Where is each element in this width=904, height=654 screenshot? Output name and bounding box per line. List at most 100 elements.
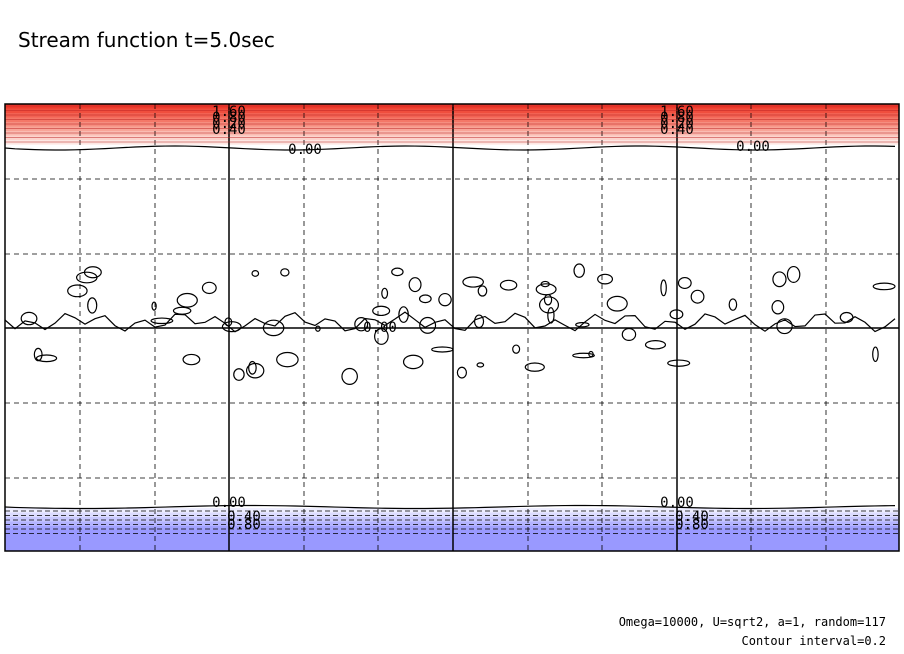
eddy-contour <box>182 353 201 366</box>
contour-label: 0.80 <box>227 517 261 533</box>
eddy-contour <box>538 296 560 314</box>
contour-label: 0.40 <box>212 122 246 138</box>
band <box>5 508 899 513</box>
band <box>5 530 899 551</box>
eddy-contour <box>151 301 157 311</box>
eddy-contour <box>418 294 432 304</box>
eddy-contour <box>677 276 692 290</box>
eddy-contour <box>772 271 787 288</box>
band <box>5 521 899 527</box>
eddy-contour <box>431 346 454 353</box>
eddy-contour <box>33 347 43 362</box>
eddy-contour <box>476 362 485 368</box>
eddy-contour <box>262 319 285 337</box>
contour-label: 1.60 <box>212 104 246 120</box>
eddy-contour <box>248 360 257 375</box>
eddy-contour <box>67 284 88 298</box>
plot-frame <box>4 103 900 552</box>
eddy-contour <box>315 325 321 332</box>
eddy-contour <box>644 339 667 350</box>
eddy-contour <box>408 277 422 293</box>
eddy-contour <box>512 344 521 354</box>
contour-label: 0.00 <box>660 495 694 511</box>
eddy-contour <box>419 316 437 334</box>
contour-label: 0.40 <box>227 509 261 525</box>
eddy-contour <box>354 317 369 332</box>
contour-label: 0.00 <box>288 142 322 158</box>
contour-line <box>4 145 896 151</box>
eddy-contour <box>402 354 424 370</box>
eddy-contour <box>473 314 485 329</box>
eddy-contour <box>233 368 245 381</box>
eddy-contour <box>597 273 614 285</box>
eddy-contour <box>462 276 484 288</box>
plot-title: Stream function t=5.0sec <box>18 28 275 52</box>
eddy-contour <box>20 311 38 326</box>
eddy-contour <box>176 292 198 308</box>
eddy-contour <box>543 293 553 306</box>
eddy-contour <box>477 285 488 297</box>
eddy-contour <box>150 317 174 325</box>
contour-label: 0.00 <box>212 495 246 511</box>
contour-label: 0.80 <box>212 110 246 126</box>
eddy-contour <box>374 327 389 345</box>
eddy-contour <box>280 268 290 277</box>
contour-line <box>4 504 896 510</box>
contour-label: 0.20 <box>660 116 694 132</box>
band <box>5 122 899 127</box>
eddy-contour <box>251 270 260 277</box>
eddy-contour <box>372 305 391 317</box>
contour-label: 0.80 <box>675 517 709 533</box>
contour-label: 0.00 <box>363 320 397 336</box>
eddy-contour <box>839 311 854 323</box>
eddy-contour <box>786 265 801 283</box>
contour-label: 0.40 <box>675 509 709 525</box>
band <box>5 526 899 531</box>
eddy-contour <box>87 297 98 314</box>
eddy-contour <box>398 306 409 323</box>
eddy-contour <box>547 307 555 324</box>
eddy-contour <box>35 354 58 363</box>
eddy-contour <box>667 359 691 367</box>
eddy-contour <box>535 283 557 296</box>
contour-line <box>4 311 896 333</box>
contour-label: 0.20 <box>212 116 246 132</box>
eddy-contour <box>669 309 684 320</box>
eddy-contour <box>245 362 265 379</box>
contours <box>4 105 899 534</box>
band <box>5 512 899 518</box>
eddy-contour <box>728 298 738 311</box>
eddy-contour <box>771 300 785 315</box>
eddy-contour <box>573 263 585 278</box>
eddy-contour <box>276 351 299 368</box>
eddy-contour <box>341 367 358 385</box>
grid <box>5 104 899 551</box>
band <box>5 113 899 118</box>
contour-label: 0.00 <box>736 139 770 155</box>
eddy-contour <box>524 362 545 372</box>
band <box>5 117 899 123</box>
eddy-contour <box>201 281 217 295</box>
eddy-contour <box>776 318 793 335</box>
eddy-contour <box>391 267 404 277</box>
eddy-contour <box>575 321 590 328</box>
eddy-contour <box>172 306 192 315</box>
band <box>5 104 899 109</box>
eddy-contour <box>572 352 595 359</box>
contour-label: 0.40 <box>660 122 694 138</box>
eddy-contour <box>621 327 637 342</box>
contour-label: 1.60 <box>660 104 694 120</box>
eddy-contour <box>438 292 452 307</box>
eddy-contour <box>224 317 233 327</box>
eddy-contour <box>381 287 389 299</box>
footnote: Contour interval=0.2 <box>742 634 887 648</box>
eddy-contour <box>690 289 705 304</box>
eddy-contour <box>606 295 628 312</box>
eddy-contour <box>456 366 468 379</box>
eddy-contour <box>499 279 518 291</box>
eddy-contour <box>872 282 896 291</box>
footnote: Omega=10000, U=sqrt2, a=1, random=117 <box>619 615 886 629</box>
eddy-contour <box>660 279 667 297</box>
eddy-contour <box>872 346 879 363</box>
